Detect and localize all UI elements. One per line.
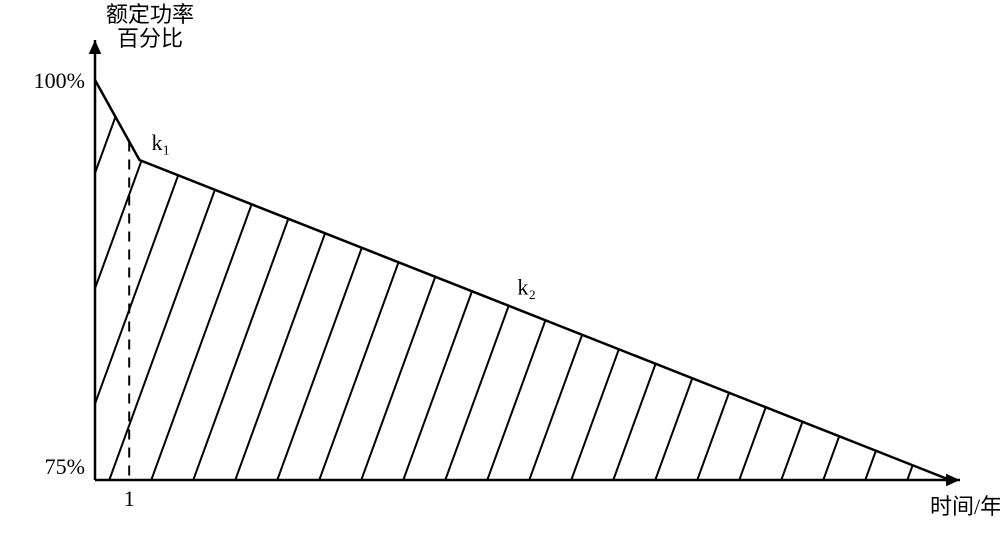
x-axis-arrow: [946, 474, 960, 487]
power-degradation-chart: 100% 75% 1 额定功率百分比时间/年 k₁ k₂: [0, 0, 1000, 545]
y-tick-label: 100%: [34, 68, 85, 93]
segment-label-k2: k₂: [517, 274, 536, 299]
y-axis-title: 额定功率: [106, 2, 194, 27]
x-axis-title: 时间/年: [930, 494, 1000, 519]
segment-label-k1: k₁: [151, 130, 170, 155]
x-tick-label: 1: [124, 486, 135, 511]
y-axis-arrow: [89, 40, 102, 54]
hatch-fill: [0, 0, 1000, 500]
y-axis-title: 百分比: [117, 26, 183, 51]
y-tick-label: 75%: [45, 454, 85, 479]
